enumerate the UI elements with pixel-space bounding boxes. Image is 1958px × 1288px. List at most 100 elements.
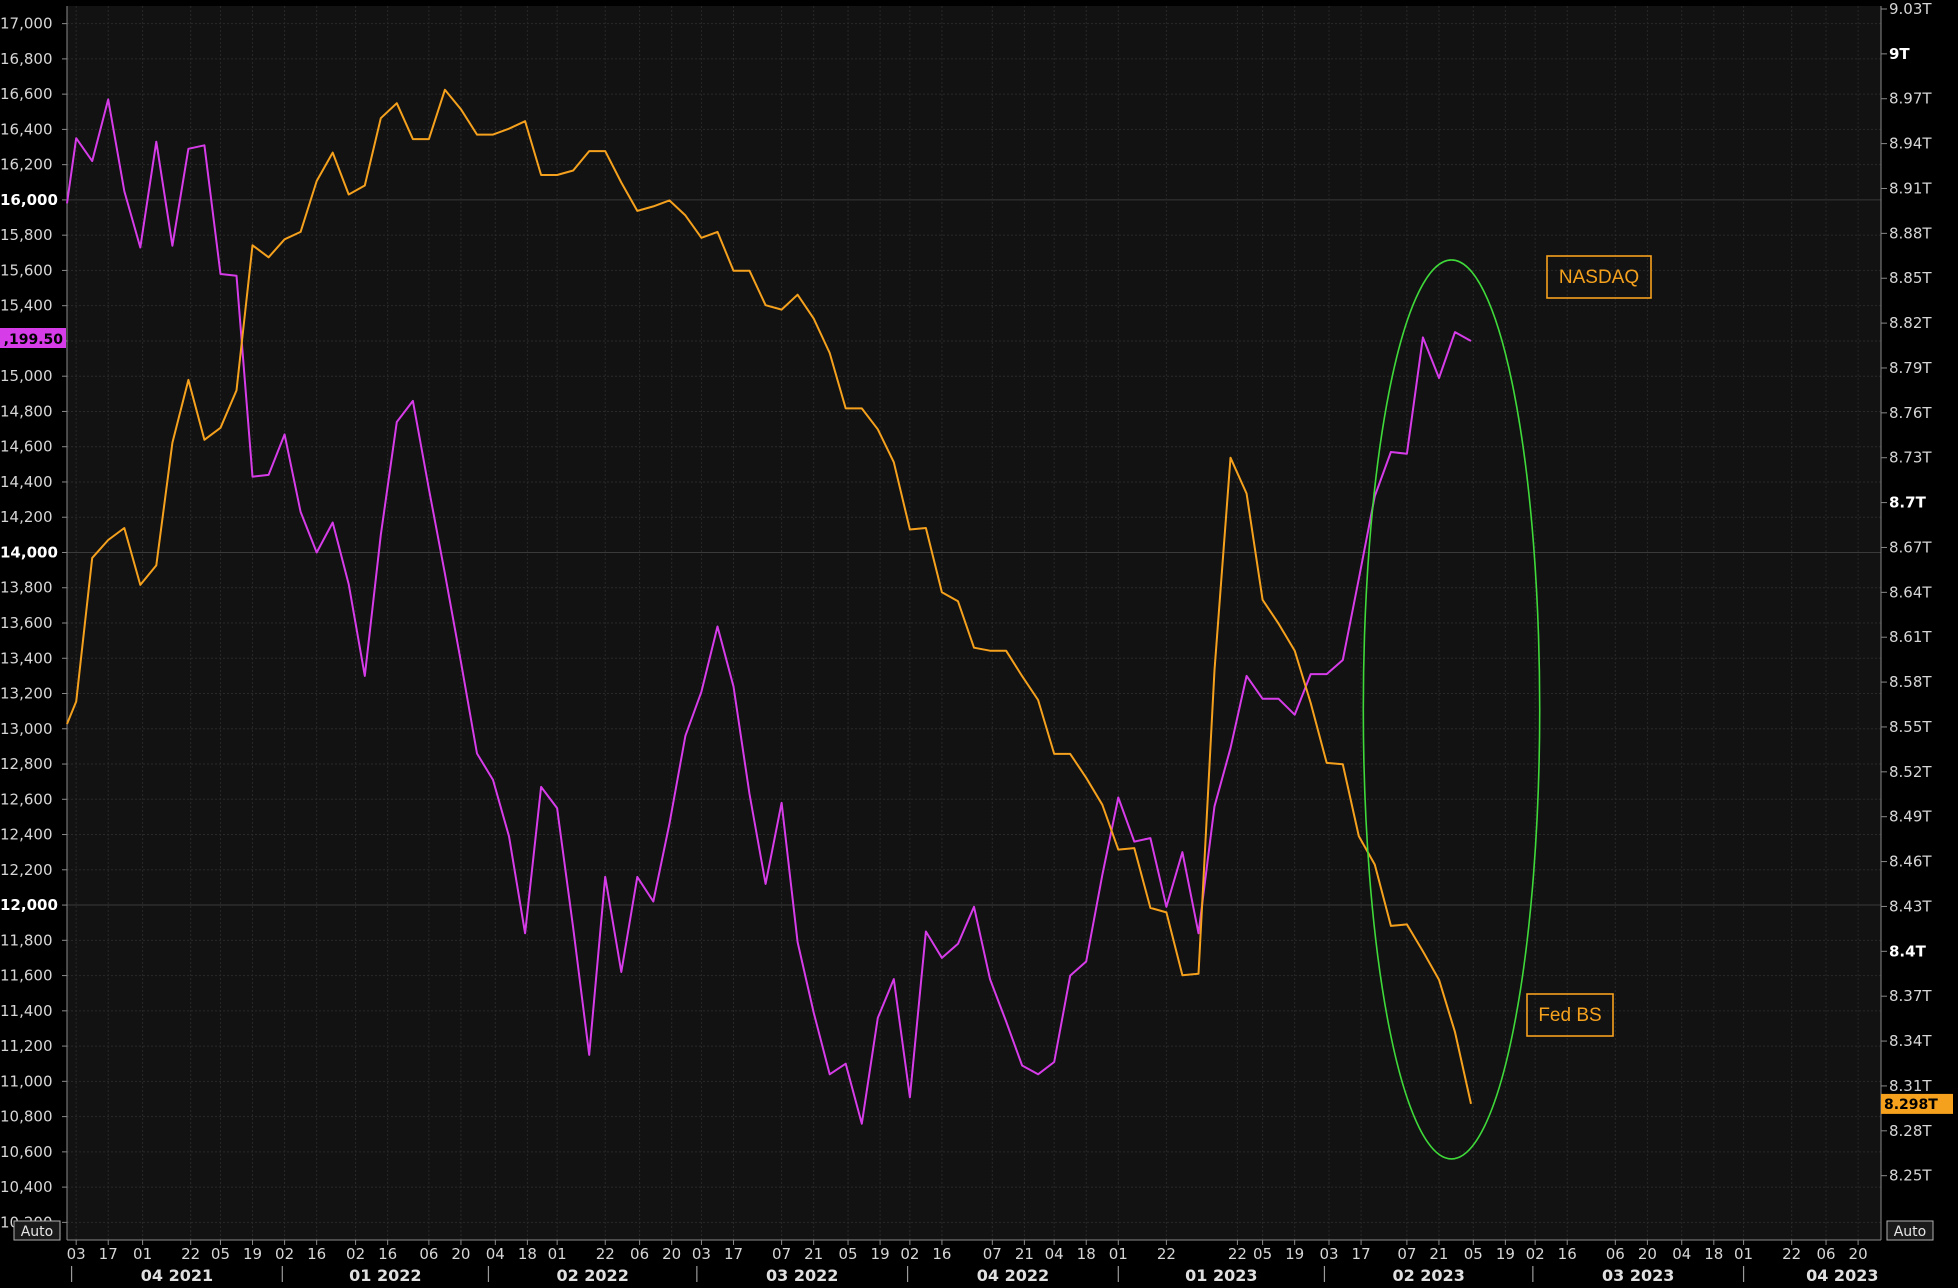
nasdaq-last-value: ,199.50 xyxy=(4,332,64,348)
left-auto-button[interactable]: Auto xyxy=(13,1220,61,1241)
fed-bs-last-value-box xyxy=(1881,1093,1953,1114)
right-tick-label: 8.46T xyxy=(1889,853,1932,871)
x-tick-label: 16 xyxy=(932,1245,951,1263)
x-tick-label: 22 xyxy=(596,1245,615,1263)
x-tick-label: 18 xyxy=(518,1245,537,1263)
last-values: ,199.50 8.298T xyxy=(0,328,1953,1114)
x-tick-label: 16 xyxy=(307,1245,326,1263)
right-tick-label: 8.97T xyxy=(1889,90,1932,108)
left-tick-label: 16,000 xyxy=(0,191,58,209)
x-tick-label: 17 xyxy=(99,1245,118,1263)
x-tick-label: 03 xyxy=(67,1245,86,1263)
x-tick-label: 04 xyxy=(486,1245,505,1263)
right-axis: 8.25T 8.28T 8.31T 8.34T 8.37T 8.4T 8.43T 8.46T 8… xyxy=(1880,0,1932,1240)
quarter-label: 03 2022 xyxy=(766,1266,838,1285)
left-tick-label: 14,200 xyxy=(0,508,53,526)
nasdaq-line xyxy=(66,98,1472,1125)
left-tick-label: 13,200 xyxy=(0,685,53,703)
right-tick-label: 9.03T xyxy=(1889,0,1932,18)
x-tick-label: 06 xyxy=(630,1245,649,1263)
left-tick-label: 11,000 xyxy=(0,1072,53,1090)
nasdaq-annotation: NASDAQ xyxy=(1559,267,1639,288)
x-tick-label: 20 xyxy=(662,1245,681,1263)
right-tick-label: 8.58T xyxy=(1889,673,1932,691)
right-auto-label: Auto xyxy=(1894,1224,1927,1240)
right-tick-label: 8.43T xyxy=(1889,897,1932,915)
quarter-label: 04 2021 xyxy=(141,1266,213,1285)
left-tick-label: 16,200 xyxy=(0,156,53,174)
x-tick-label: 16 xyxy=(1558,1245,1577,1263)
left-tick-label: 11,800 xyxy=(0,931,53,949)
annotations: NASDAQ Fed BS xyxy=(1362,255,1652,1160)
left-tick-label: 16,800 xyxy=(0,50,53,68)
left-tick-label: 14,600 xyxy=(0,438,53,456)
x-tick-label: 21 xyxy=(1015,1245,1034,1263)
left-tick-label: 12,000 xyxy=(0,896,58,914)
left-tick-label: 10,600 xyxy=(0,1143,53,1161)
x-tick-label: 22 xyxy=(1228,1245,1247,1263)
left-tick-label: 14,800 xyxy=(0,402,53,420)
x-tick-label: 19 xyxy=(243,1245,262,1263)
left-tick-label: 13,400 xyxy=(0,649,53,667)
x-tick-label: 19 xyxy=(1496,1245,1515,1263)
quarter-label: 04 2023 xyxy=(1806,1266,1878,1285)
right-tick-label: 8.34T xyxy=(1889,1032,1932,1050)
x-tick-label: 17 xyxy=(724,1245,743,1263)
right-tick-label: 8.88T xyxy=(1889,224,1932,242)
right-tick-label: 8.37T xyxy=(1889,987,1932,1005)
left-tick-label: 12,200 xyxy=(0,861,53,879)
x-tick-label: 22 xyxy=(181,1245,200,1263)
x-tick-label: 01 xyxy=(133,1245,152,1263)
x-tick-label: 05 xyxy=(1464,1245,1483,1263)
right-tick-label: 8.79T xyxy=(1889,359,1932,377)
quarter-label: 03 2023 xyxy=(1602,1266,1674,1285)
fed-bs-line xyxy=(66,88,1472,1105)
right-tick-label: 8.31T xyxy=(1889,1077,1932,1095)
x-tick-label: 21 xyxy=(804,1245,823,1263)
x-tick-label: 02 xyxy=(900,1245,919,1263)
right-tick-label: 9T xyxy=(1889,45,1910,63)
x-tick-label: 07 xyxy=(772,1245,791,1263)
left-tick-label: 14,400 xyxy=(0,473,53,491)
x-tick-label: 04 xyxy=(1672,1245,1691,1263)
left-tick-label: 13,800 xyxy=(0,579,53,597)
left-tick-label: 13,000 xyxy=(0,720,53,738)
fed-bs-last-value: 8.298T xyxy=(1884,1097,1938,1113)
x-tick-label: 17 xyxy=(1352,1245,1371,1263)
fed-bs-annotation: Fed BS xyxy=(1538,1005,1601,1026)
left-tick-label: 15,800 xyxy=(0,226,53,244)
right-auto-button[interactable]: Auto xyxy=(1886,1220,1934,1241)
x-tick-label: 02 xyxy=(346,1245,365,1263)
x-tick-label: 16 xyxy=(378,1245,397,1263)
x-tick-label: 22 xyxy=(1782,1245,1801,1263)
x-tick-label: 06 xyxy=(1816,1245,1835,1263)
x-tick-label: 18 xyxy=(1704,1245,1723,1263)
left-auto-label: Auto xyxy=(21,1224,54,1240)
x-tick-label: 20 xyxy=(1638,1245,1657,1263)
grid xyxy=(67,6,1881,1240)
left-tick-label: 17,000 xyxy=(0,15,53,33)
x-tick-label: 20 xyxy=(1849,1245,1868,1263)
quarter-label: 01 2023 xyxy=(1185,1266,1257,1285)
quarter-label: 02 2023 xyxy=(1392,1266,1464,1285)
series xyxy=(66,88,1472,1125)
left-tick-label: 12,800 xyxy=(0,755,53,773)
x-tick-label: 21 xyxy=(1429,1245,1448,1263)
left-axis: 10,20010,40010,60010,80011,00011,20011,4… xyxy=(0,6,68,1240)
x-tick-label: 20 xyxy=(451,1245,470,1263)
right-tick-label: 8.55T xyxy=(1889,718,1932,736)
x-tick-label: 19 xyxy=(871,1245,890,1263)
x-tick-label: 02 xyxy=(275,1245,294,1263)
right-tick-label: 8.64T xyxy=(1889,583,1932,601)
nasdaq-annotation-box xyxy=(1546,255,1652,299)
x-tick-label: 22 xyxy=(1157,1245,1176,1263)
x-tick-label: 19 xyxy=(1285,1245,1304,1263)
right-tick-label: 8.52T xyxy=(1889,763,1932,781)
right-tick-label: 8.4T xyxy=(1889,942,1927,960)
x-tick-label: 04 xyxy=(1045,1245,1064,1263)
x-tick-label: 06 xyxy=(1606,1245,1625,1263)
highlight-ellipse xyxy=(1362,259,1541,1160)
right-tick-label: 8.49T xyxy=(1889,808,1932,826)
x-tick-label: 01 xyxy=(1734,1245,1753,1263)
